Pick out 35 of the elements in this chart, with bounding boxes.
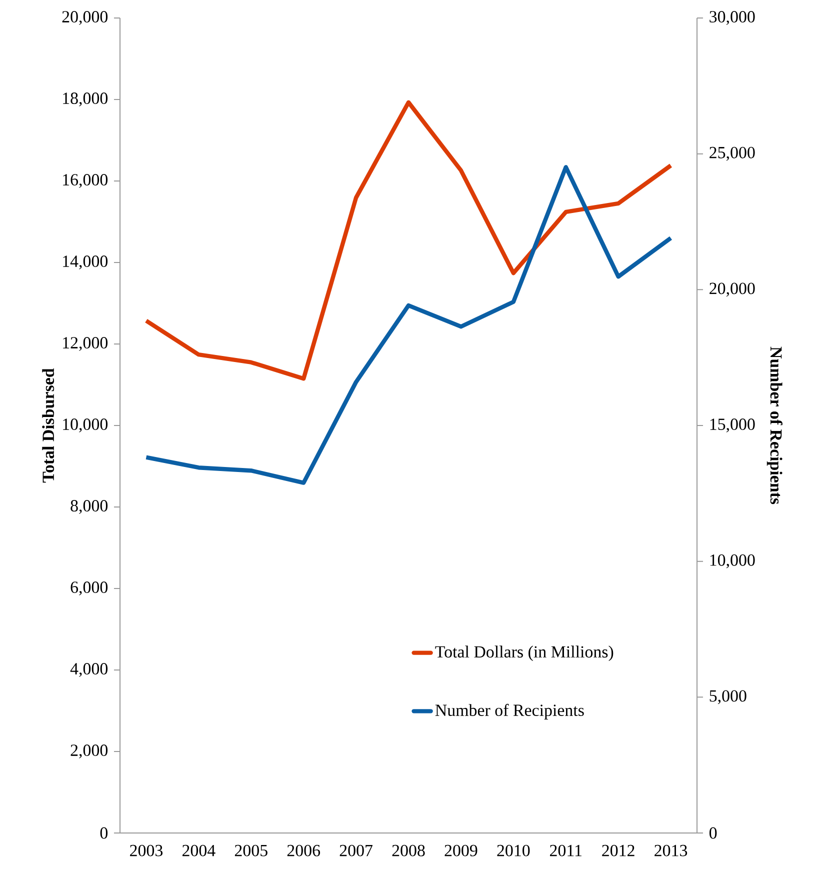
x-tick-label: 2013 (654, 844, 688, 856)
legend-label: Number of Recipients (435, 704, 584, 720)
y-tick-label: 4,000 (70, 663, 108, 677)
y-tick-label: 18,000 (63, 92, 108, 106)
y-tick-label: 2,000 (70, 744, 108, 758)
y-axis-title: Total Disbursed (42, 368, 54, 483)
x-tick-label: 2009 (444, 844, 478, 856)
y2-tick-label: 10,000 (710, 554, 755, 568)
y-tick-label: 6,000 (70, 582, 108, 596)
x-tick-label: 2011 (550, 844, 582, 856)
x-tick-label: 2005 (234, 844, 268, 856)
x-tick-label: 2007 (340, 844, 372, 856)
y2-tick-label: 15,000 (710, 418, 755, 432)
legend-label: Total Dollars (in Millions) (435, 646, 614, 662)
y2-tick-label: 20,000 (710, 282, 755, 297)
y-tick-label: 10,000 (63, 418, 108, 432)
x-tick-label: 2004 (182, 844, 216, 856)
y-tick-label: 8,000 (70, 500, 108, 514)
y-tick-label: 16,000 (63, 174, 108, 188)
x-tick-label: 2008 (392, 844, 425, 856)
line-series (144, 165, 673, 485)
y2-tick-label: 25,000 (710, 146, 755, 161)
y2-tick-label: 0 (709, 827, 717, 839)
line-series (144, 100, 673, 381)
y-tick-label: 20,000 (62, 11, 108, 25)
x-tick-label: 2003 (130, 844, 163, 856)
x-tick-label: 2012 (602, 844, 634, 856)
y-tick-label: 14,000 (63, 256, 108, 270)
y2-tick-label: 5,000 (710, 690, 746, 704)
y-tick-label: 12,000 (63, 337, 108, 351)
y2-axis-title: Number of Recipients (766, 346, 782, 504)
y-tick-label: 0 (100, 827, 108, 839)
x-tick-label: 2006 (287, 844, 320, 856)
x-tick-label: 2010 (497, 844, 530, 856)
y2-tick-label: 30,000 (710, 11, 755, 25)
